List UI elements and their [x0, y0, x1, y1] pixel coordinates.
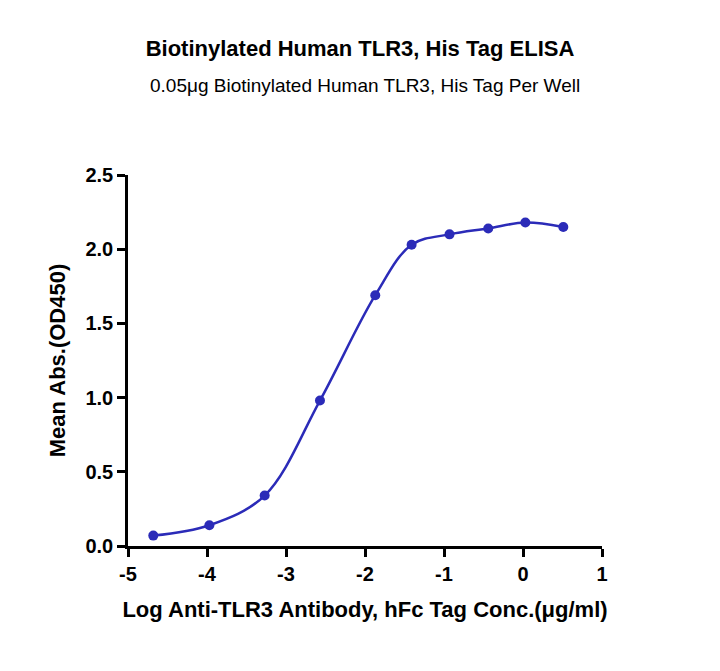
- svg-text:0.0: 0.0: [85, 535, 113, 557]
- svg-text:Mean Abs.(OD450): Mean Abs.(OD450): [45, 264, 70, 458]
- svg-text:1.5: 1.5: [85, 312, 113, 334]
- svg-text:-2: -2: [356, 563, 374, 585]
- svg-text:-1: -1: [435, 563, 453, 585]
- svg-text:Biotinylated Human TLR3, His T: Biotinylated Human TLR3, His Tag ELISA: [146, 36, 575, 61]
- svg-text:0.05μg Biotinylated Human TLR3: 0.05μg Biotinylated Human TLR3, His Tag …: [150, 75, 580, 96]
- svg-text:0: 0: [517, 563, 528, 585]
- svg-text:-5: -5: [119, 563, 137, 585]
- svg-text:-4: -4: [198, 563, 217, 585]
- svg-text:1.0: 1.0: [85, 387, 113, 409]
- svg-text:Log Anti-TLR3 Antibody, hFc Ta: Log Anti-TLR3 Antibody, hFc Tag Conc.(μg…: [122, 597, 607, 622]
- svg-text:-3: -3: [277, 563, 295, 585]
- svg-text:2.5: 2.5: [85, 164, 113, 186]
- svg-text:1: 1: [596, 563, 607, 585]
- svg-text:2.0: 2.0: [85, 238, 113, 260]
- svg-text:0.5: 0.5: [85, 461, 113, 483]
